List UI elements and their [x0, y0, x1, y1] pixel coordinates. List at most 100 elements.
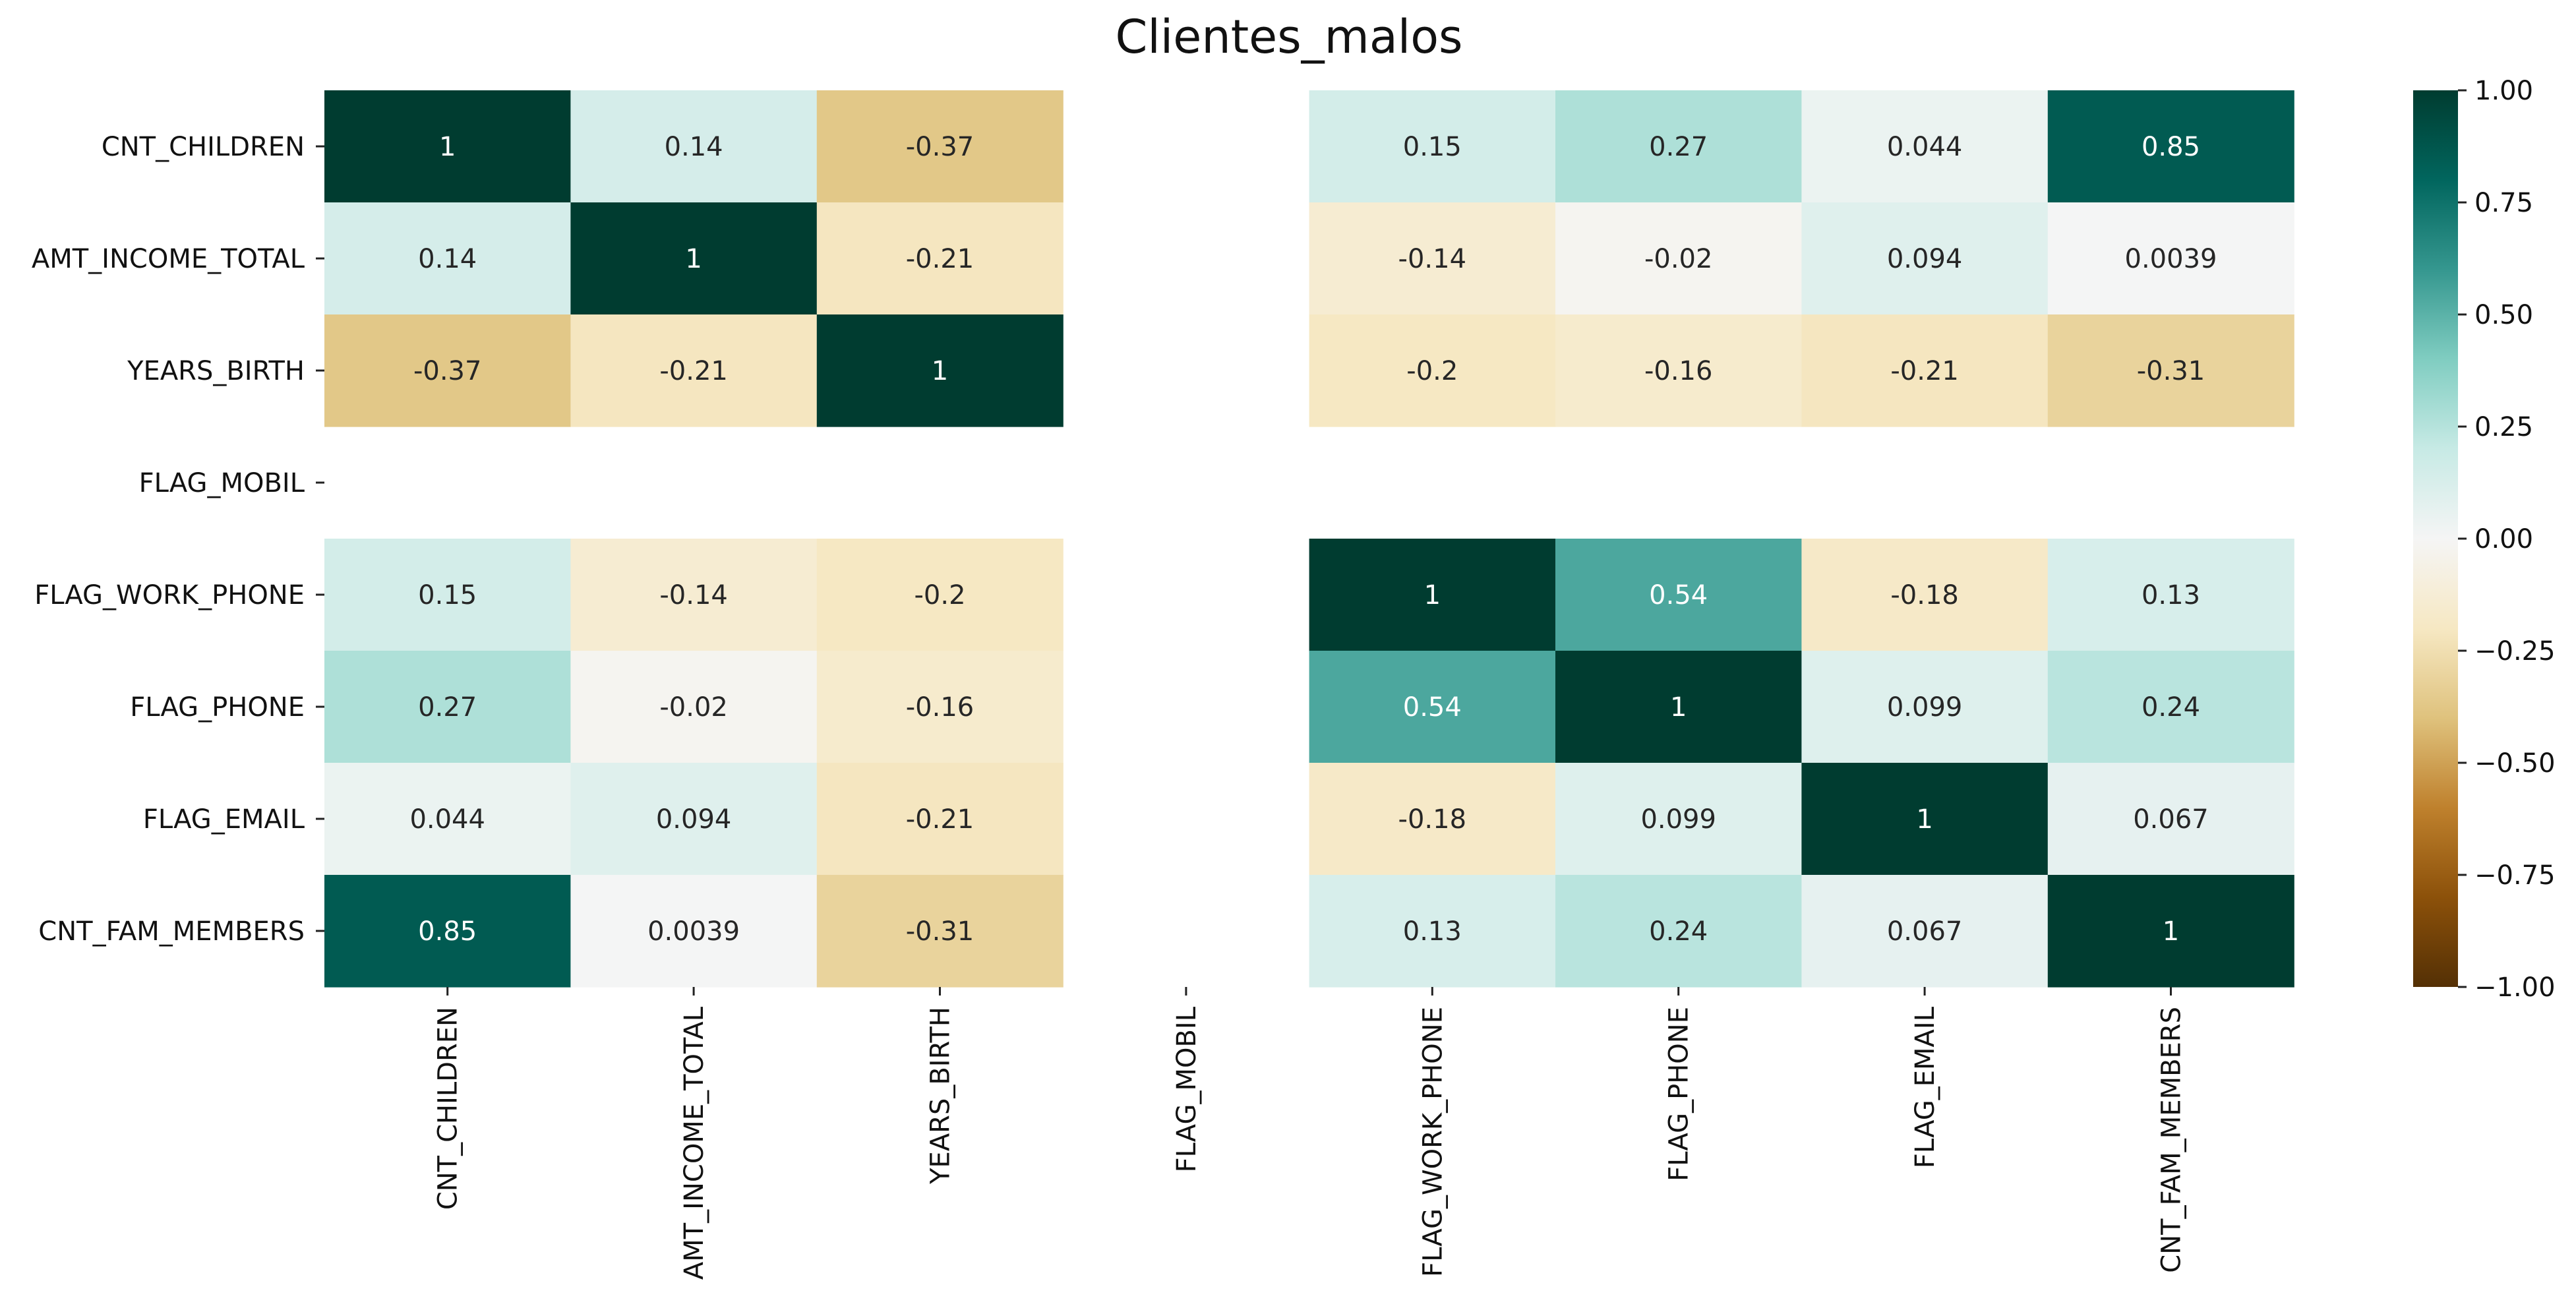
cell-annotation: -0.02: [1644, 244, 1713, 274]
heatmap-cell: [1555, 539, 1802, 651]
cell-annotation: 1: [2163, 916, 2179, 947]
heatmap-cell: [816, 202, 1063, 315]
cell-annotation: -0.37: [906, 132, 974, 162]
cell-annotations: 1 0.14 -0.37 0.15 0.27 0.044 0.850.14 1 -0.21 -0.…: [409, 132, 2217, 947]
heatmap-cell: [570, 90, 818, 203]
heatmap-cell: [1555, 314, 1802, 427]
cell-annotation: 0.094: [656, 804, 732, 835]
cell-annotation: 0.27: [418, 692, 477, 723]
heatmap-cell: [1309, 314, 1556, 427]
cell-annotation: 0.0039: [2125, 244, 2217, 274]
cell-annotation: -0.18: [1890, 580, 1959, 610]
heatmap-cell: [2047, 875, 2294, 988]
heatmap-cell: [324, 539, 571, 651]
heatmap-cell: [816, 539, 1063, 651]
heatmap-cell: [1309, 539, 1556, 651]
heatmap-cell: [816, 90, 1063, 203]
heatmap-cell: [1801, 314, 2049, 427]
heatmap-cell: [570, 763, 818, 876]
cell-annotation: -0.14: [1398, 244, 1467, 274]
heatmap-cell: [324, 651, 571, 763]
cell-annotation: 0.044: [1887, 132, 1963, 162]
cell-annotation: -0.02: [659, 692, 728, 723]
heatmap-cell: [2047, 314, 2294, 427]
x-tick-label: YEARS_BIRTH: [926, 1007, 956, 1185]
cell-annotation: -0.37: [413, 356, 482, 386]
cell-annotation: -0.16: [1644, 356, 1713, 386]
x-tick-label: AMT_INCOME_TOTAL: [679, 1006, 709, 1280]
cell-annotation: -0.2: [1406, 356, 1458, 386]
cell-annotation: 0.24: [2142, 692, 2200, 723]
y-tick-label: FLAG_WORK_PHONE: [34, 580, 305, 610]
heatmap-cell: [1309, 90, 1556, 203]
colorbar-tick-label: −0.50: [2474, 748, 2556, 779]
cell-annotation: 1: [685, 244, 702, 274]
heatmap-cell: [570, 875, 818, 988]
colorbar-ticks: 1.00 0.75 0.50 0.25 0.00 −0.25 −0.50 −0.75 −1.00: [2458, 76, 2556, 1003]
heatmap-cell: [324, 763, 571, 876]
cell-annotation: -0.16: [906, 692, 974, 723]
cell-annotation: 0.099: [1640, 804, 1716, 835]
x-tick-label: CNT_CHILDREN: [433, 1007, 464, 1210]
cell-annotation: 1: [1670, 692, 1687, 723]
cell-annotation: -0.31: [2137, 356, 2205, 386]
heatmap-cell: [1555, 651, 1802, 763]
x-tick-label: FLAG_WORK_PHONE: [1418, 1007, 1448, 1277]
heatmap-cell: [1555, 90, 1802, 203]
y-tick-label: FLAG_PHONE: [130, 692, 305, 723]
cell-annotation: -0.21: [906, 244, 974, 274]
cell-annotation: 0.24: [1649, 916, 1708, 947]
heatmap-cell: [816, 763, 1063, 876]
cell-annotation: 0.067: [2133, 804, 2209, 835]
cell-annotation: 0.14: [665, 132, 723, 162]
cell-annotation: -0.14: [659, 580, 728, 610]
cell-annotation: 0.85: [2142, 132, 2200, 162]
y-tick-label: YEARS_BIRTH: [127, 356, 305, 386]
colorbar-gradient: [2413, 90, 2458, 987]
y-tick-label: AMT_INCOME_TOTAL: [32, 244, 305, 274]
cell-annotation: 0.094: [1887, 244, 1963, 274]
cell-annotation: -0.2: [914, 580, 965, 610]
cell-annotation: 0.0039: [647, 916, 740, 947]
cell-annotation: 0.14: [418, 244, 477, 274]
heatmap-cell: [570, 314, 818, 427]
heatmap-cells: [324, 90, 2294, 988]
heatmap-cell: [1801, 539, 2049, 651]
colorbar-tick-label: 0.50: [2474, 300, 2533, 330]
x-tick-label: FLAG_MOBIL: [1172, 1006, 1202, 1172]
cell-annotation: 0.54: [1403, 692, 1462, 723]
y-tick-label: FLAG_MOBIL: [139, 468, 305, 498]
heatmap-cell: [1309, 875, 1556, 988]
heatmap-cell: [324, 202, 571, 315]
colorbar-tick-label: −0.75: [2474, 860, 2556, 891]
heatmap-cell: [1309, 202, 1556, 315]
colorbar-tick-label: 0.00: [2474, 524, 2533, 554]
heatmap-cell: [1801, 763, 2049, 876]
y-tick-label: FLAG_EMAIL: [143, 804, 305, 835]
y-tick-label: CNT_CHILDREN: [102, 132, 305, 162]
cell-annotation: 0.067: [1887, 916, 1963, 947]
cell-annotation: 1: [1916, 804, 1932, 835]
heatmap-cell: [2047, 539, 2294, 651]
y-tick-label: CNT_FAM_MEMBERS: [38, 916, 305, 947]
cell-annotation: 0.099: [1887, 692, 1963, 723]
heatmap-cell: [324, 875, 571, 988]
heatmap-cell: [1801, 90, 2049, 203]
heatmap-cell: [1801, 202, 2049, 315]
x-axis: CNT_CHILDREN AMT_INCOME_TOTAL YEARS_BIRTH F…: [433, 987, 2187, 1280]
cell-annotation: -0.21: [659, 356, 728, 386]
colorbar-tick-label: 0.75: [2474, 188, 2533, 218]
heatmap-cell: [816, 651, 1063, 763]
cell-annotation: 0.27: [1649, 132, 1708, 162]
cell-annotation: 1: [439, 132, 456, 162]
heatmap-cell: [2047, 90, 2294, 203]
cell-annotation: 1: [1424, 580, 1441, 610]
heatmap-cell: [570, 202, 818, 315]
x-tick-label: CNT_FAM_MEMBERS: [2157, 1007, 2187, 1273]
cell-annotation: -0.21: [1890, 356, 1959, 386]
cell-annotation: 0.044: [409, 804, 485, 835]
heatmap-cell: [1555, 202, 1802, 315]
heatmap-cell: [570, 651, 818, 763]
heatmap-cell: [816, 875, 1063, 988]
